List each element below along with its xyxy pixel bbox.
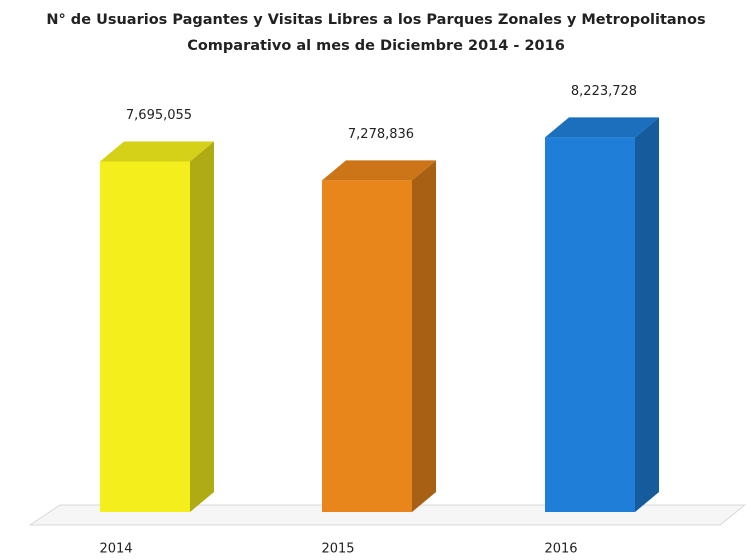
bar [322, 180, 412, 513]
x-tick-label: 2014 [99, 542, 132, 557]
value-label: 7,695,055 [126, 108, 192, 123]
x-tick-label: 2015 [321, 542, 354, 557]
x-tick-label: 2016 [544, 542, 577, 557]
bar [100, 161, 190, 512]
bar-top [322, 160, 436, 181]
bar-top-shade [100, 141, 214, 162]
value-label: 7,278,836 [348, 127, 414, 142]
bar-side [412, 160, 436, 513]
bar-top [100, 141, 214, 162]
chart-title: N° de Usuarios Pagantes y Visitas Libres… [46, 12, 705, 28]
value-label: 8,223,728 [571, 84, 637, 99]
bar-top-shade [545, 117, 659, 138]
bar-top-shade [322, 160, 436, 181]
bar-side [190, 141, 214, 512]
bar-side [635, 117, 659, 513]
bar [545, 137, 635, 512]
bar-side-shade [635, 117, 659, 513]
bar-top [545, 117, 659, 138]
bar-side-shade [412, 160, 436, 513]
chart-subtitle: Comparativo al mes de Diciembre 2014 - 2… [187, 38, 565, 54]
bar-side-shade [190, 141, 214, 512]
